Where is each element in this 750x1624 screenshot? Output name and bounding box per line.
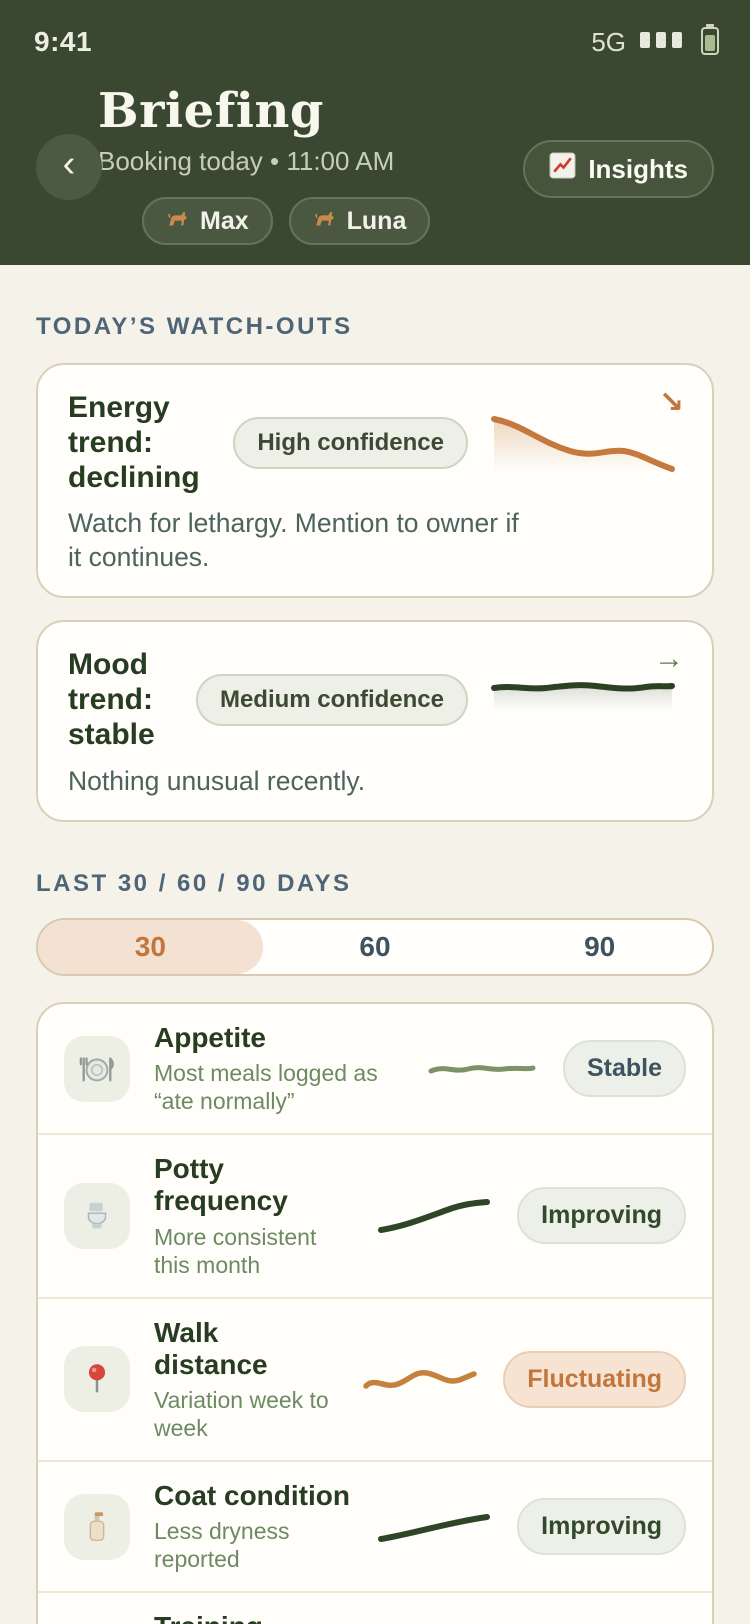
pet-chip-label: Luna: [346, 206, 407, 235]
battery-icon: [700, 24, 720, 60]
pet-chip-max[interactable]: Max: [142, 197, 273, 246]
potty-sparkline: [375, 1196, 493, 1236]
metric-row-potty[interactable]: Potty frequency More consistent this mon…: [38, 1133, 712, 1296]
status-badge: Stable: [562, 1040, 686, 1098]
metric-row-coat[interactable]: Coat condition Less dryness reported Imp…: [38, 1460, 712, 1591]
watchout-title: Mood trend: stable: [68, 648, 155, 751]
segment-60[interactable]: 60: [263, 920, 488, 974]
main-content: TODAY’S WATCH-OUTS ↘ Energy trend: decli…: [0, 313, 750, 1624]
signal-bars-icon: [640, 29, 686, 56]
watchout-card-mood[interactable]: → Mood trend: stable Medium confidence N…: [36, 620, 714, 822]
segment-90[interactable]: 90: [487, 920, 712, 974]
back-button[interactable]: ‹: [36, 134, 102, 200]
status-badge: Fluctuating: [503, 1350, 686, 1408]
walk-sparkline: [361, 1362, 479, 1396]
confidence-badge: Medium confidence: [195, 674, 468, 727]
watchouts-section-title: TODAY’S WATCH-OUTS: [36, 313, 353, 340]
chart-increasing-icon: [549, 152, 576, 186]
metric-title: Potty frequency: [154, 1153, 288, 1217]
metric-text: Coat condition Less dryness reported: [154, 1480, 351, 1573]
metric-text: Appetite Most meals logged as “ate norma…: [154, 1022, 402, 1115]
dog-icon: [166, 206, 190, 237]
metric-title: Appetite: [154, 1021, 266, 1053]
header-text: Briefing Booking today • 11:00 AM: [98, 86, 750, 177]
pet-chip-label: Max: [200, 206, 249, 235]
energy-sparkline: [488, 409, 678, 478]
trend-flat-arrow-icon: →: [654, 642, 684, 676]
metric-text: Walk distance Variation week to week: [154, 1317, 337, 1442]
status-badge: Improving: [517, 1187, 686, 1245]
insights-button[interactable]: Insights: [523, 140, 714, 198]
watchout-card-top: Energy trend: declining High confidence: [68, 391, 682, 495]
metric-row-training[interactable]: Training engagement Need 5+ sessions Ins…: [38, 1591, 712, 1624]
watchout-body: Nothing unusual recently.: [68, 765, 366, 796]
plate-cutlery-icon: [64, 1035, 130, 1102]
metric-row-appetite[interactable]: Appetite Most meals logged as “ate norma…: [38, 1004, 712, 1133]
status-time: 9:41: [34, 26, 93, 57]
status-icons: 5G: [591, 24, 720, 60]
page-title: Briefing: [98, 83, 324, 139]
mood-sparkline: [488, 675, 678, 726]
booking-subtitle: Booking today • 11:00 AM: [98, 146, 395, 177]
metric-subtitle: Less dryness reported: [154, 1518, 290, 1573]
history-section-title: LAST 30 / 60 / 90 DAYS: [36, 869, 352, 897]
watchout-title: Energy trend: declining: [68, 391, 200, 494]
network-label: 5G: [591, 26, 626, 57]
segment-30[interactable]: 30: [38, 919, 263, 974]
pet-chips: Max Luna: [142, 197, 750, 246]
metrics-list: Appetite Most meals logged as “ate norma…: [36, 1001, 714, 1624]
chevron-left-icon: ‹: [62, 143, 76, 185]
watchout-body: Watch for lethargy. Mention to owner if …: [68, 508, 519, 572]
insights-button-label: Insights: [588, 153, 688, 184]
confidence-badge: High confidence: [233, 417, 468, 470]
metric-title: Coat condition: [154, 1480, 350, 1512]
metric-subtitle: Variation week to week: [154, 1387, 329, 1442]
dog-icon: [313, 206, 337, 237]
watchout-card-energy[interactable]: ↘ Energy trend: declining High confidenc…: [36, 363, 714, 599]
metric-text: Training engagement Need 5+ sessions: [154, 1611, 339, 1624]
pet-chip-luna[interactable]: Luna: [288, 197, 431, 246]
metric-text: Potty frequency More consistent this mon…: [154, 1153, 351, 1278]
metric-title: Training engagement: [154, 1611, 339, 1624]
round-pushpin-icon: [64, 1346, 130, 1413]
lotion-bottle-icon: [64, 1493, 130, 1560]
metric-row-walk[interactable]: Walk distance Variation week to week Flu…: [38, 1296, 712, 1460]
metric-title: Walk distance: [154, 1316, 268, 1380]
status-badge: Improving: [517, 1498, 686, 1556]
metric-subtitle: More consistent this month: [154, 1223, 317, 1278]
coat-sparkline: [375, 1510, 493, 1544]
app-header: 9:41 5G ‹ Briefing Booking today • 11:00…: [0, 0, 750, 265]
toilet-icon: [64, 1182, 130, 1249]
watchout-card-top: Mood trend: stable Medium confidence: [68, 648, 682, 752]
trend-down-arrow-icon: ↘: [658, 386, 684, 419]
appetite-sparkline: [426, 1057, 539, 1081]
range-segmented-control: 30 60 90: [36, 917, 714, 976]
status-bar: 9:41 5G: [0, 0, 750, 60]
metric-subtitle: Most meals logged as “ate normally”: [154, 1060, 378, 1115]
